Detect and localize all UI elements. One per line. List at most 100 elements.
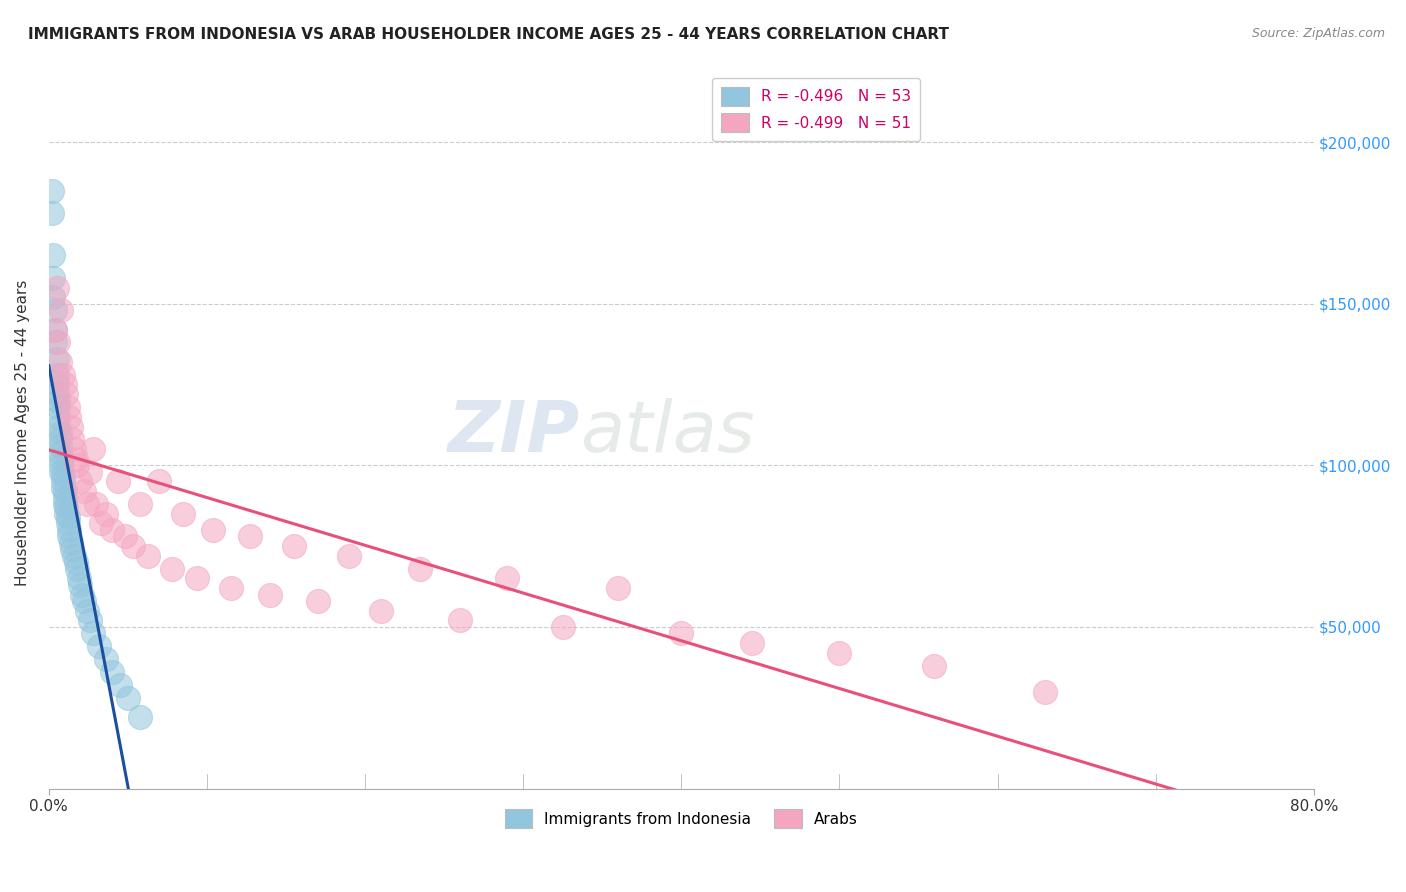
Point xyxy=(67,571,90,585)
Point xyxy=(49,439,72,453)
Point xyxy=(56,510,79,524)
Point xyxy=(449,614,471,628)
Point xyxy=(63,442,86,457)
Point xyxy=(52,475,75,489)
Point xyxy=(76,497,98,511)
Point xyxy=(62,433,84,447)
Point xyxy=(107,475,129,489)
Point xyxy=(52,481,75,495)
Point xyxy=(138,549,160,563)
Point xyxy=(89,640,111,654)
Point xyxy=(496,571,519,585)
Point xyxy=(55,507,77,521)
Point xyxy=(82,626,104,640)
Point xyxy=(121,539,143,553)
Point xyxy=(58,523,80,537)
Text: ZIP: ZIP xyxy=(447,399,581,467)
Text: atlas: atlas xyxy=(581,399,755,467)
Text: Source: ZipAtlas.com: Source: ZipAtlas.com xyxy=(1251,27,1385,40)
Point xyxy=(51,458,73,473)
Text: IMMIGRANTS FROM INDONESIA VS ARAB HOUSEHOLDER INCOME AGES 25 - 44 YEARS CORRELAT: IMMIGRANTS FROM INDONESIA VS ARAB HOUSEH… xyxy=(28,27,949,42)
Point xyxy=(55,387,77,401)
Point xyxy=(49,425,72,440)
Point xyxy=(239,529,262,543)
Point xyxy=(46,393,69,408)
Point xyxy=(45,377,67,392)
Point xyxy=(56,400,79,414)
Point xyxy=(79,614,101,628)
Point xyxy=(65,555,87,569)
Point xyxy=(51,451,73,466)
Point xyxy=(42,248,65,262)
Point xyxy=(55,500,77,515)
Point xyxy=(79,465,101,479)
Point xyxy=(741,636,763,650)
Point xyxy=(49,433,72,447)
Point xyxy=(101,665,124,680)
Point xyxy=(62,542,84,557)
Point xyxy=(44,335,66,350)
Point xyxy=(51,303,73,318)
Point xyxy=(45,368,67,382)
Point xyxy=(202,523,225,537)
Point xyxy=(259,588,281,602)
Point xyxy=(72,484,94,499)
Point xyxy=(49,355,72,369)
Point xyxy=(63,549,86,563)
Point xyxy=(337,549,360,563)
Point xyxy=(66,458,89,473)
Point xyxy=(46,409,69,424)
Point xyxy=(828,646,851,660)
Point xyxy=(172,507,194,521)
Point xyxy=(53,491,76,505)
Point xyxy=(44,322,66,336)
Point xyxy=(148,475,170,489)
Point xyxy=(53,377,76,392)
Point xyxy=(219,581,242,595)
Point xyxy=(42,270,65,285)
Point xyxy=(90,516,112,531)
Point xyxy=(52,468,75,483)
Point xyxy=(94,652,117,666)
Point xyxy=(82,442,104,457)
Point xyxy=(58,409,80,424)
Legend: Immigrants from Indonesia, Arabs: Immigrants from Indonesia, Arabs xyxy=(499,804,863,834)
Point xyxy=(41,206,63,220)
Point xyxy=(129,710,152,724)
Point xyxy=(94,507,117,521)
Point xyxy=(607,581,630,595)
Point xyxy=(117,691,139,706)
Point xyxy=(66,562,89,576)
Point xyxy=(84,497,107,511)
Point xyxy=(41,184,63,198)
Point xyxy=(186,571,208,585)
Point xyxy=(370,604,392,618)
Point xyxy=(52,368,75,382)
Point xyxy=(59,419,82,434)
Point xyxy=(69,475,91,489)
Point xyxy=(45,387,67,401)
Point xyxy=(129,497,152,511)
Point xyxy=(409,562,432,576)
Point xyxy=(69,578,91,592)
Point xyxy=(283,539,305,553)
Point xyxy=(45,351,67,366)
Point xyxy=(70,588,93,602)
Point xyxy=(551,620,574,634)
Point xyxy=(42,290,65,304)
Point xyxy=(53,484,76,499)
Point xyxy=(1033,684,1056,698)
Point xyxy=(922,658,945,673)
Point xyxy=(46,419,69,434)
Point xyxy=(46,400,69,414)
Point xyxy=(56,516,79,531)
Point xyxy=(53,497,76,511)
Point xyxy=(114,529,136,543)
Point xyxy=(51,465,73,479)
Point xyxy=(671,626,693,640)
Point xyxy=(49,445,72,459)
Point xyxy=(76,604,98,618)
Point xyxy=(44,322,66,336)
Point xyxy=(307,594,329,608)
Point xyxy=(44,303,66,318)
